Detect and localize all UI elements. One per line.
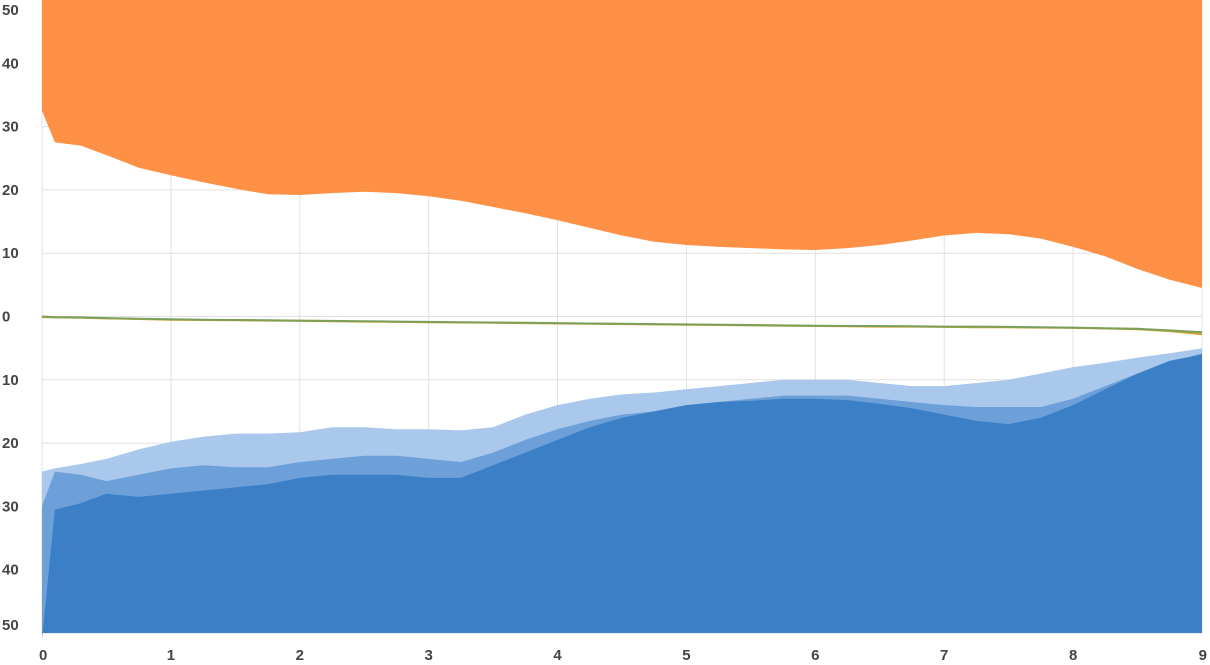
y-tick-label: 30 (2, 119, 19, 136)
x-tick-label: 2 (296, 647, 304, 664)
x-tick-label: 1 (167, 647, 175, 664)
y-tick-label: 50 (2, 2, 19, 19)
chart-lines (41, 315, 1203, 336)
x-tick-label: 7 (940, 647, 948, 664)
y-tick-label: 20 (2, 182, 19, 199)
y-tick-label: 0 (2, 309, 10, 326)
y-axis-tick-labels: 50 40 30 20 10 0 10 20 30 40 50 (2, 2, 19, 634)
series-area-2 (42, 0, 1202, 288)
y-tick-label: 10 (2, 372, 19, 389)
x-tick-label: 5 (682, 647, 690, 664)
y-tick-label: 10 (2, 245, 19, 262)
chart-areas (42, 0, 1202, 640)
x-axis-tick-labels: 0 1 2 3 4 5 6 7 8 9 (39, 647, 1207, 664)
x-tick-label: 4 (553, 647, 562, 664)
y-tick-label: 50 (2, 617, 19, 634)
x-tick-label: 9 (1199, 647, 1207, 664)
y-tick-label: 30 (2, 498, 19, 515)
x-tick-label: 3 (424, 647, 432, 664)
y-tick-label: 40 (2, 562, 19, 579)
x-tick-label: 8 (1069, 647, 1077, 664)
x-tick-label: 0 (39, 647, 47, 664)
x-tick-label: 6 (811, 647, 819, 664)
y-tick-label: 40 (2, 55, 19, 72)
series-line-7 (41, 315, 1203, 334)
series-area-5 (42, 354, 1202, 640)
y-tick-label: 20 (2, 435, 19, 452)
